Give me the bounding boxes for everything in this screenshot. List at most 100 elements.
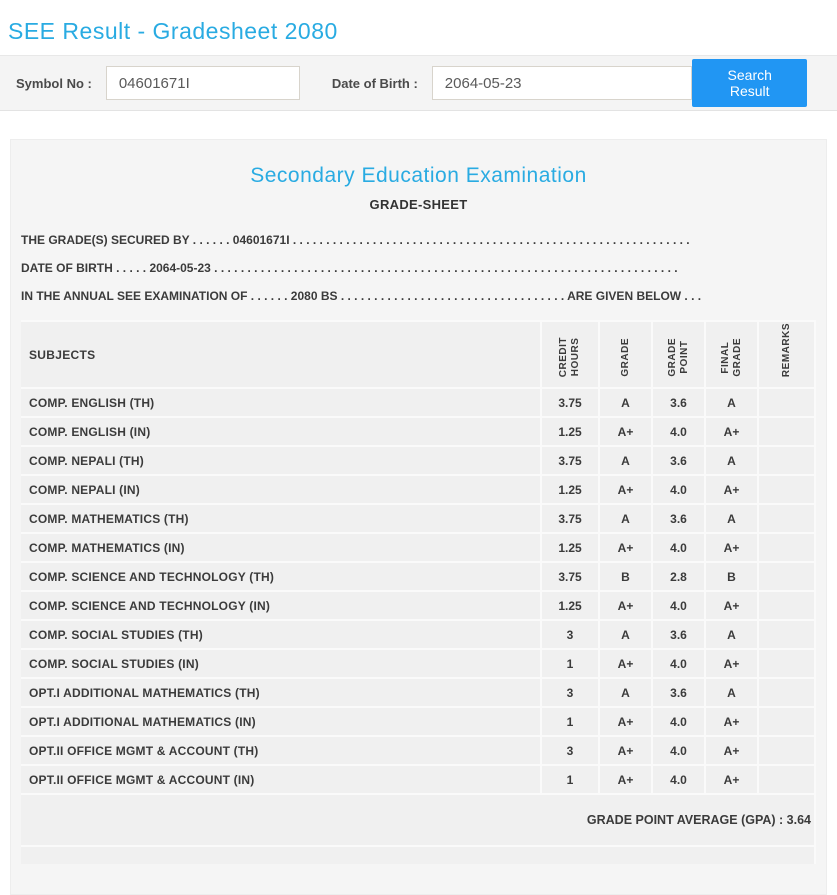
cell-final: B xyxy=(704,562,758,593)
column-header: CREDIT HOURS xyxy=(540,319,599,390)
cell-subject: COMP. NEPALI (TH) xyxy=(21,446,541,477)
gpa-text: GRADE POINT AVERAGE (GPA) : 3.64 xyxy=(21,794,816,848)
cell-remarks xyxy=(757,562,816,593)
table-row: COMP. SOCIAL STUDIES (TH) 3 A 3.6 A xyxy=(21,620,816,651)
cell-subject: OPT.II OFFICE MGMT & ACCOUNT (TH) xyxy=(21,736,541,767)
table-row: COMP. SCIENCE AND TECHNOLOGY (TH) 3.75 B 2.… xyxy=(21,562,816,593)
table-row: COMP. SOCIAL STUDIES (IN) 1 A+ 4.0 A+ xyxy=(21,649,816,680)
cell-remarks xyxy=(757,678,816,709)
cell-final: A xyxy=(704,678,758,709)
cell-subject: OPT.II OFFICE MGMT & ACCOUNT (IN) xyxy=(21,765,541,796)
cell-remarks xyxy=(757,417,816,448)
table-row: COMP. ENGLISH (IN) 1.25 A+ 4.0 A+ xyxy=(21,417,816,448)
cell-credit: 1.25 xyxy=(540,591,599,622)
cell-point: 3.6 xyxy=(651,388,705,419)
cell-point: 4.0 xyxy=(651,707,705,738)
date-of-birth-label: Date of Birth : xyxy=(331,75,418,91)
page-title: SEE Result - Gradesheet 2080 xyxy=(8,18,338,44)
cell-credit: 3 xyxy=(540,620,599,651)
table-row: COMP. MATHEMATICS (IN) 1.25 A+ 4.0 A+ xyxy=(21,533,816,564)
column-header: REMARKS xyxy=(757,319,816,390)
cell-final: A+ xyxy=(704,707,758,738)
cell-final: A xyxy=(704,388,758,419)
cell-subject: COMP. SCIENCE AND TECHNOLOGY (TH) xyxy=(21,562,541,593)
cell-point: 3.6 xyxy=(651,620,705,651)
cell-remarks xyxy=(757,707,816,738)
cell-credit: 1.25 xyxy=(540,533,599,564)
cell-subject: COMP. NEPALI (IN) xyxy=(21,475,541,506)
date-of-birth-input[interactable] xyxy=(431,66,693,100)
cell-credit: 3 xyxy=(540,736,599,767)
cell-grade: A+ xyxy=(598,591,652,622)
gradesheet-title: Secondary Education Examination xyxy=(250,164,587,187)
cell-remarks xyxy=(757,620,816,651)
cell-point: 4.0 xyxy=(651,736,705,767)
column-header: GRADE xyxy=(598,319,652,390)
cell-subject: COMP. SCIENCE AND TECHNOLOGY (IN) xyxy=(21,591,541,622)
cell-point: 2.8 xyxy=(651,562,705,593)
gradesheet-card: Secondary Education Examination GRADE-SH… xyxy=(10,139,827,895)
symbol-no-label: Symbol No : xyxy=(16,75,92,91)
cell-remarks xyxy=(757,504,816,535)
table-row: COMP. MATHEMATICS (TH) 3.75 A 3.6 A xyxy=(21,504,816,535)
cell-grade: A+ xyxy=(598,736,652,767)
cell-credit: 3.75 xyxy=(540,446,599,477)
statement-secured-by: THE GRADE(S) SECURED BY . . . . . . 0460… xyxy=(21,233,690,247)
cell-point: 4.0 xyxy=(651,533,705,564)
cell-subject: OPT.I ADDITIONAL MATHEMATICS (TH) xyxy=(21,678,541,709)
search-result-button[interactable]: Search Result xyxy=(692,59,807,107)
cell-grade: A xyxy=(598,678,652,709)
gradesheet-subtitle: GRADE-SHEET xyxy=(369,197,468,212)
cell-remarks xyxy=(757,475,816,506)
symbol-no-input[interactable] xyxy=(105,66,300,100)
table-row: OPT.I ADDITIONAL MATHEMATICS (TH) 3 A 3.6 A xyxy=(21,678,816,709)
cell-final: A+ xyxy=(704,417,758,448)
cell-subject: OPT.I ADDITIONAL MATHEMATICS (IN) xyxy=(21,707,541,738)
cell-subject: COMP. SOCIAL STUDIES (TH) xyxy=(21,620,541,651)
cell-subject: COMP. ENGLISH (TH) xyxy=(21,388,541,419)
cell-point: 3.6 xyxy=(651,678,705,709)
cell-grade: A+ xyxy=(598,649,652,680)
cell-point: 4.0 xyxy=(651,765,705,796)
cell-subject: COMP. ENGLISH (IN) xyxy=(21,417,541,448)
cell-final: A+ xyxy=(704,533,758,564)
table-row: OPT.II OFFICE MGMT & ACCOUNT (TH) 3 A+ 4.0 A… xyxy=(21,736,816,767)
table-row: OPT.II OFFICE MGMT & ACCOUNT (IN) 1 A+ 4.0 A… xyxy=(21,765,816,796)
cell-final: A xyxy=(704,504,758,535)
table-row: OPT.I ADDITIONAL MATHEMATICS (IN) 1 A+ 4.0 A… xyxy=(21,707,816,738)
gpa-row: GRADE POINT AVERAGE (GPA) : 3.64 xyxy=(21,794,816,848)
table-row: COMP. ENGLISH (TH) 3.75 A 3.6 A xyxy=(21,388,816,419)
cell-point: 3.6 xyxy=(651,446,705,477)
cell-credit: 3.75 xyxy=(540,388,599,419)
cell-final: A+ xyxy=(704,591,758,622)
cell-credit: 3.75 xyxy=(540,504,599,535)
subjects-column-header: SUBJECTS xyxy=(21,319,541,390)
statement-date-of-birth: DATE OF BIRTH . . . . . 2064-05-23 . . .… xyxy=(21,261,678,275)
table-row: COMP. SCIENCE AND TECHNOLOGY (IN) 1.25 A+ 4… xyxy=(21,591,816,622)
grades-table-body: COMP. ENGLISH (TH) 3.75 A 3.6 A COMP. ENGLISH… xyxy=(21,388,816,796)
cell-grade: A xyxy=(598,388,652,419)
grades-table-header: SUBJECTS CREDIT HOURS GRADE GRADE POINT FIN… xyxy=(21,319,816,390)
cell-remarks xyxy=(757,388,816,419)
table-row: COMP. NEPALI (TH) 3.75 A 3.6 A xyxy=(21,446,816,477)
search-bar: Symbol No : Date of Birth : Search Resul… xyxy=(0,55,837,111)
column-header: GRADE POINT xyxy=(651,319,705,390)
cell-final: A+ xyxy=(704,475,758,506)
cell-final: A+ xyxy=(704,765,758,796)
cell-grade: A+ xyxy=(598,533,652,564)
cell-grade: A+ xyxy=(598,707,652,738)
cell-subject: COMP. MATHEMATICS (TH) xyxy=(21,504,541,535)
cell-remarks xyxy=(757,446,816,477)
grades-table-footer: GRADE POINT AVERAGE (GPA) : 3.64 xyxy=(21,794,816,865)
grades-table: SUBJECTS CREDIT HOURS GRADE GRADE POINT FIN… xyxy=(21,319,816,865)
statement-lines: THE GRADE(S) SECURED BY . . . . . . 0460… xyxy=(21,226,816,310)
statement-examination-of: IN THE ANNUAL SEE EXAMINATION OF . . . .… xyxy=(21,289,702,303)
cell-grade: A+ xyxy=(598,765,652,796)
cell-final: A+ xyxy=(704,736,758,767)
cell-final: A xyxy=(704,620,758,651)
cell-subject: COMP. MATHEMATICS (IN) xyxy=(21,533,541,564)
cell-credit: 1 xyxy=(540,649,599,680)
cell-grade: A+ xyxy=(598,417,652,448)
cell-remarks xyxy=(757,736,816,767)
cell-credit: 1.25 xyxy=(540,475,599,506)
